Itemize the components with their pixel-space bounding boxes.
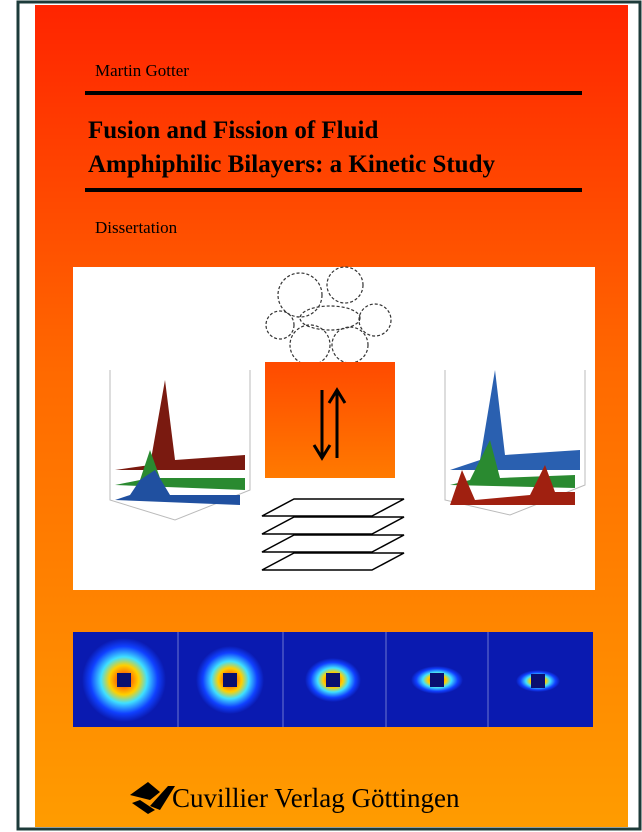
publisher: Cuvillier Verlag Göttingen [172,783,460,813]
rule [85,188,582,192]
rule [85,91,582,95]
author: Martin Gotter [95,61,189,80]
scattering-images [73,632,593,727]
orange-square [265,362,395,478]
book-cover: Martin Gotter Fusion and Fission of Flui… [0,0,642,832]
title-line: Fusion and Fission of Fluid [88,117,378,144]
title-line: Amphiphilic Bilayers: a Kinetic Study [88,151,495,178]
bilayer-stack [262,499,404,570]
subtitle: Dissertation [95,218,178,237]
